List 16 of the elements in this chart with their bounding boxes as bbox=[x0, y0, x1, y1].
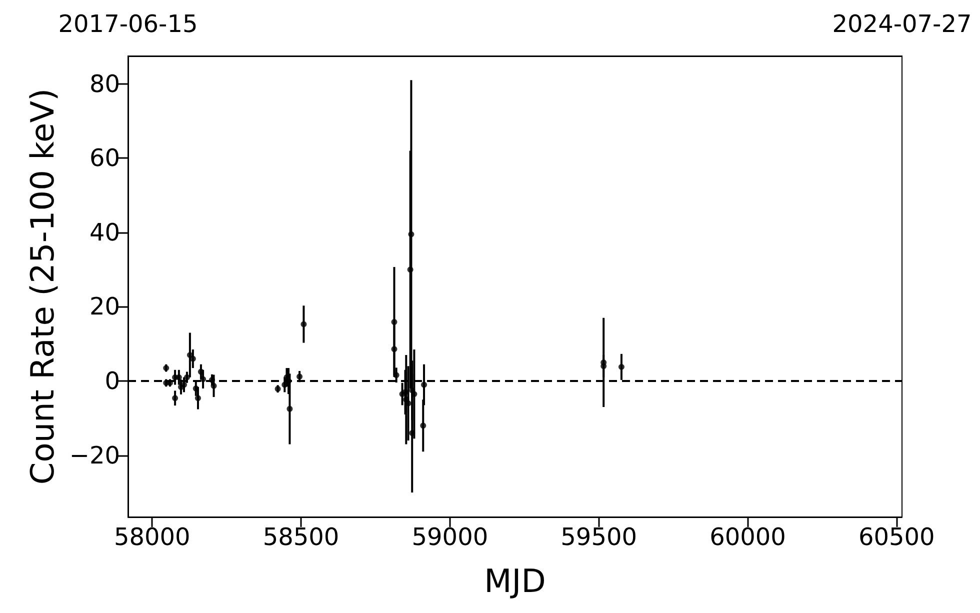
x-axis-title: MJD bbox=[484, 562, 546, 600]
x2-tick-label: 2017-06-15 bbox=[58, 10, 198, 38]
x-tick-label: 58500 bbox=[262, 523, 340, 551]
y-tick-label: 80 bbox=[89, 70, 120, 98]
y-tick-label: 40 bbox=[89, 218, 120, 246]
y-tick-label: 20 bbox=[89, 292, 120, 321]
x2-tick-label: 2024-07-27 bbox=[832, 10, 972, 38]
x-tick-label: 59500 bbox=[560, 523, 638, 551]
y-axis-title: Count Rate (25-100 keV) bbox=[23, 88, 62, 485]
y-tick-label: −20 bbox=[69, 441, 120, 470]
x-tick-label: 60000 bbox=[710, 523, 786, 551]
x-tick-label: 58000 bbox=[114, 523, 190, 551]
x-tick-label: 59000 bbox=[412, 523, 488, 551]
x-tick-label: 60500 bbox=[858, 523, 935, 551]
y-tick-label: 0 bbox=[104, 367, 120, 396]
y-tick-label: 60 bbox=[89, 144, 120, 172]
